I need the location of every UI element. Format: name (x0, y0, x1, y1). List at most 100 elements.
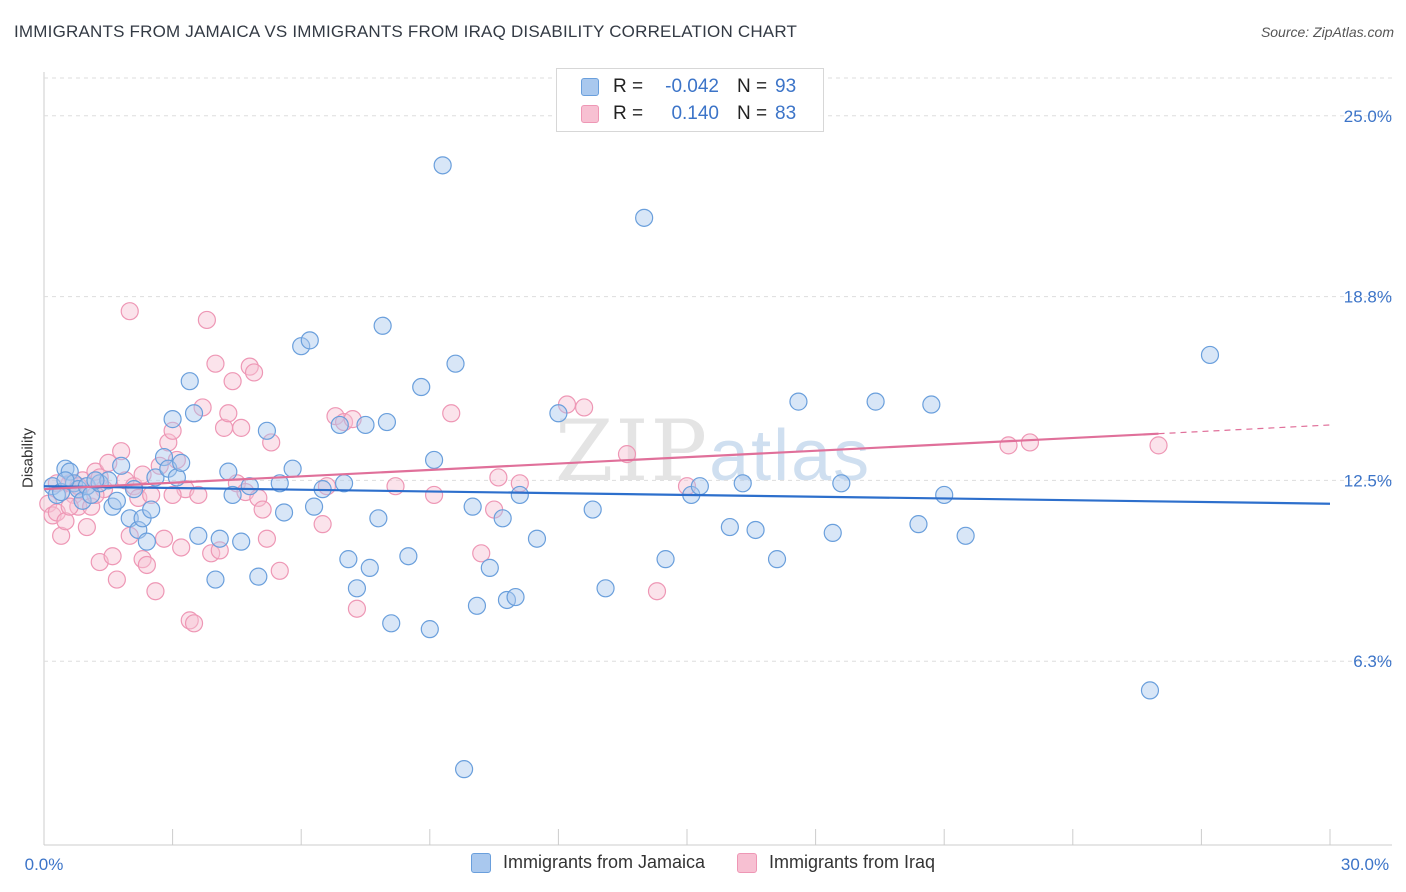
trend-line (43, 485, 1331, 505)
point-jamaica (283, 459, 302, 478)
legend-r-value: -0.042 (665, 76, 719, 97)
point-jamaica (467, 596, 487, 615)
point-jamaica (304, 497, 324, 516)
point-jamaica (257, 421, 277, 440)
point-jamaica (360, 558, 379, 577)
point-jamaica (909, 515, 928, 534)
point-jamaica (142, 500, 161, 519)
point-jamaica (146, 468, 165, 487)
point-iraq (219, 404, 238, 423)
point-jamaica (454, 760, 474, 779)
point-jamaica (180, 372, 199, 391)
point-iraq (244, 363, 264, 382)
point-jamaica (746, 520, 765, 540)
point-iraq (120, 302, 139, 321)
y-tick-label: 12.5% (1344, 471, 1392, 490)
legend-label-jamaica: Immigrants from Jamaica (502, 852, 705, 872)
point-iraq (184, 614, 204, 633)
point-jamaica (767, 550, 787, 569)
point-jamaica (733, 474, 752, 493)
point-iraq (146, 582, 165, 601)
point-iraq (56, 512, 75, 531)
source-label: Source: ZipAtlas.com (1260, 24, 1394, 40)
point-iraq (270, 561, 289, 580)
point-jamaica (339, 550, 358, 569)
point-iraq (442, 404, 461, 423)
point-jamaica (137, 532, 156, 551)
point-iraq (424, 485, 444, 505)
legend-n-value: 93 (775, 76, 797, 97)
point-iraq (232, 418, 251, 437)
chart-title: IMMIGRANTS FROM JAMAICA VS IMMIGRANTS FR… (14, 22, 798, 41)
point-iraq (1149, 436, 1168, 455)
legend-swatch-pink (737, 852, 757, 873)
point-jamaica (124, 480, 144, 499)
point-jamaica (922, 395, 941, 414)
point-jamaica (107, 491, 126, 510)
point-jamaica (274, 503, 294, 522)
point-iraq (1020, 433, 1040, 452)
point-jamaica (1140, 681, 1160, 700)
legend-n-value: 83 (775, 103, 797, 124)
point-iraq (472, 544, 491, 563)
point-iraq (163, 485, 182, 505)
y-tick-label: 6.3% (1353, 652, 1392, 671)
point-jamaica (270, 474, 289, 493)
stats-legend: R = -0.042 N = 93 R = 0.140 N = 83 (556, 68, 824, 132)
point-iraq (206, 354, 225, 373)
point-jamaica (935, 485, 954, 505)
point-jamaica (347, 579, 367, 598)
point-iraq (313, 515, 332, 534)
point-iraq (77, 517, 96, 537)
point-jamaica (219, 462, 238, 481)
legend-row-jamaica: R = -0.042 N = 93 (581, 75, 796, 99)
point-jamaica (189, 526, 208, 545)
legend-r-label: R = (613, 103, 644, 124)
legend-n-label: N = (737, 103, 768, 124)
point-jamaica (720, 517, 739, 537)
point-jamaica (369, 509, 388, 528)
point-jamaica (493, 509, 512, 528)
x-tick-label: 0.0% (25, 855, 64, 874)
point-iraq (257, 529, 277, 548)
legend-item-iraq[interactable]: Immigrants from Iraq (737, 852, 935, 873)
point-iraq (999, 436, 1018, 455)
legend-label-iraq: Immigrants from Iraq (769, 852, 936, 872)
point-jamaica (412, 377, 431, 397)
y-tick-label: 25.0% (1344, 107, 1392, 126)
point-jamaica (527, 529, 547, 548)
trend-line-extension (1158, 424, 1331, 435)
legend-n-label: N = (737, 76, 768, 97)
point-jamaica (163, 410, 182, 429)
point-jamaica (424, 450, 444, 470)
point-iraq (159, 433, 178, 452)
point-jamaica (656, 550, 675, 569)
point-iraq (189, 485, 208, 505)
point-jamaica (206, 570, 225, 589)
series-legend: Immigrants from Jamaica Immigrants from … (0, 852, 1406, 873)
point-jamaica (789, 392, 808, 411)
legend-r-label: R = (613, 76, 644, 97)
point-jamaica (832, 474, 851, 493)
point-jamaica (823, 523, 842, 542)
legend-swatch-blue (470, 852, 491, 873)
legend-swatch-blue (581, 78, 599, 96)
point-iraq (107, 570, 126, 589)
point-iraq (197, 310, 216, 330)
legend-row-iraq: R = 0.140 N = 83 (581, 102, 796, 126)
point-jamaica (382, 614, 401, 633)
point-jamaica (420, 620, 439, 639)
point-iraq (103, 547, 122, 566)
trend-line (43, 432, 1159, 491)
point-jamaica (86, 471, 105, 490)
point-jamaica (690, 477, 709, 496)
point-jamaica (596, 579, 615, 598)
point-jamaica (635, 208, 654, 227)
point-jamaica (1200, 345, 1220, 365)
legend-item-jamaica[interactable]: Immigrants from Jamaica (470, 852, 705, 873)
point-jamaica (433, 156, 452, 175)
point-iraq (172, 538, 191, 557)
point-jamaica (356, 415, 375, 435)
point-iraq (223, 372, 242, 391)
